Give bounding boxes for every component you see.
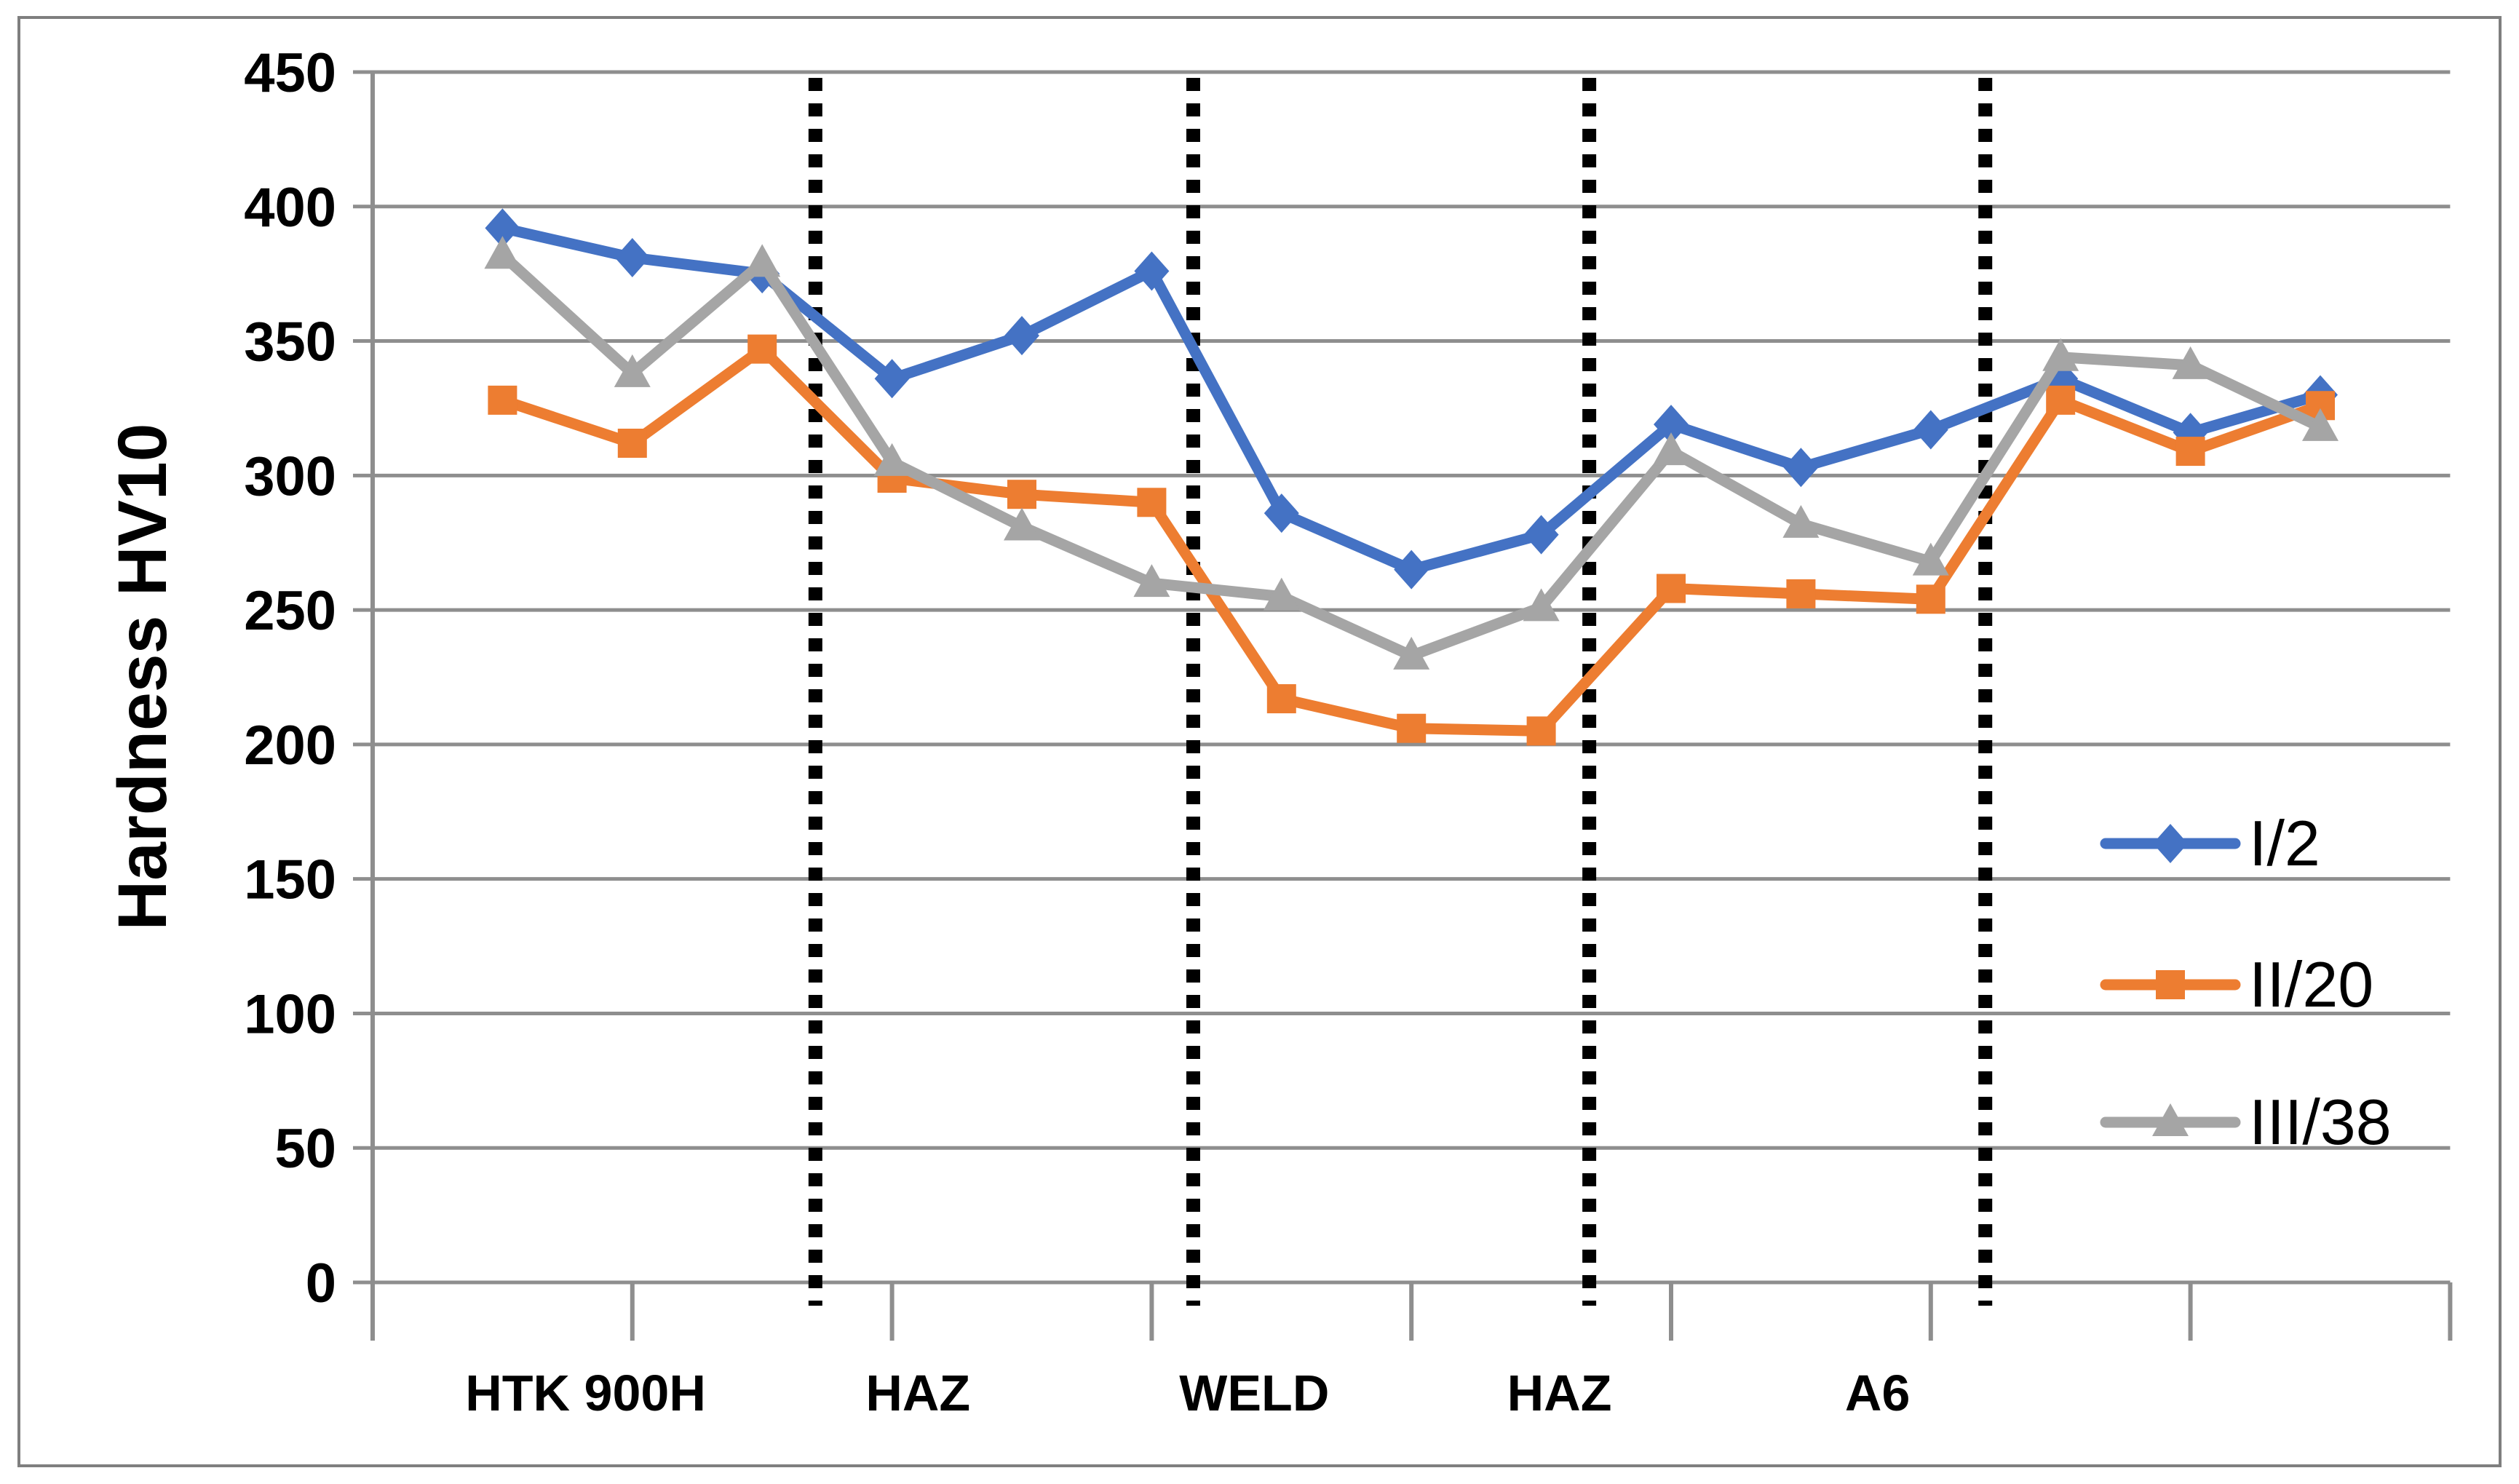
marker-triangle bbox=[1133, 564, 1170, 598]
y-axis-title: Hardness HV10 bbox=[104, 423, 181, 930]
gridlines bbox=[353, 70, 2451, 1285]
marker-triangle bbox=[1653, 432, 1689, 466]
marker-triangle bbox=[2042, 338, 2079, 371]
marker-diamond bbox=[2153, 824, 2188, 863]
marker-triangle bbox=[1782, 504, 1820, 538]
legend-label: I/2 bbox=[2249, 807, 2320, 879]
marker-square bbox=[1266, 684, 1296, 714]
marker-square bbox=[1137, 488, 1167, 517]
figure-border bbox=[17, 16, 2502, 1467]
data-series bbox=[484, 208, 2338, 746]
marker-triangle bbox=[614, 354, 651, 387]
marker-square bbox=[1397, 713, 1427, 743]
marker-square bbox=[1916, 584, 1945, 614]
marker-triangle bbox=[2172, 346, 2209, 379]
y-tick-labels: 0 50 100 150 200 250 300 350 400 450 bbox=[244, 42, 336, 1314]
marker-triangle bbox=[1004, 507, 1040, 541]
y-tick-label: 250 bbox=[244, 580, 336, 642]
marker-diamond bbox=[614, 237, 650, 277]
legend-entry-III/38: III/38 bbox=[2100, 1086, 2392, 1158]
marker-square bbox=[1786, 579, 1816, 608]
legend-entry-II/20: II/20 bbox=[2100, 948, 2373, 1020]
legend-label: III/38 bbox=[2249, 1086, 2392, 1158]
y-tick-label: 50 bbox=[274, 1118, 336, 1180]
marker-triangle bbox=[1523, 588, 1560, 622]
figure-frame bbox=[17, 16, 2502, 1467]
marker-square bbox=[2175, 437, 2205, 467]
y-tick-label: 300 bbox=[244, 445, 336, 507]
marker-diamond bbox=[1654, 405, 1689, 445]
marker-triangle bbox=[1263, 577, 1300, 611]
marker-diamond bbox=[1134, 251, 1170, 291]
axes bbox=[370, 72, 2453, 1341]
marker-triangle bbox=[1393, 636, 1430, 670]
marker-square bbox=[1007, 480, 1036, 509]
y-tick-label: 0 bbox=[306, 1253, 336, 1314]
y-tick-label: 200 bbox=[244, 715, 336, 777]
y-tick-label: 100 bbox=[244, 983, 336, 1045]
marker-square bbox=[2046, 385, 2076, 415]
marker-diamond bbox=[485, 208, 520, 248]
y-tick-label: 350 bbox=[244, 312, 336, 373]
marker-triangle bbox=[2302, 408, 2338, 441]
marker-triangle bbox=[744, 244, 781, 277]
marker-diamond bbox=[1913, 410, 1948, 450]
marker-triangle bbox=[873, 443, 911, 476]
y-tick-label: 400 bbox=[244, 177, 336, 239]
x-zone-label: WELD bbox=[1179, 1365, 1329, 1421]
series-III/38 bbox=[484, 236, 2338, 670]
x-zone-labels: HTK 900H HAZ WELD HAZ A6 bbox=[465, 1365, 1910, 1421]
zone-separator-lines bbox=[808, 78, 1993, 1306]
marker-square bbox=[1657, 574, 1686, 603]
x-zone-label: A6 bbox=[1845, 1365, 1910, 1421]
x-zone-label: HTK 900H bbox=[465, 1365, 706, 1421]
x-zone-label: HAZ bbox=[865, 1365, 970, 1421]
x-zone-label: HAZ bbox=[1507, 1365, 1612, 1421]
marker-diamond bbox=[1394, 549, 1429, 590]
legend: I/2 II/20 III/38 bbox=[2100, 807, 2392, 1158]
marker-diamond bbox=[874, 359, 910, 399]
marker-triangle bbox=[2152, 1103, 2189, 1136]
marker-square bbox=[2156, 970, 2185, 999]
marker-diamond bbox=[1004, 316, 1039, 356]
marker-square bbox=[747, 334, 777, 364]
marker-diamond bbox=[1523, 515, 1559, 555]
marker-triangle bbox=[1912, 542, 1949, 576]
marker-square bbox=[617, 428, 647, 458]
y-tick-label: 450 bbox=[244, 42, 336, 104]
series-II/20 bbox=[488, 334, 2335, 746]
y-tick-label: 150 bbox=[244, 849, 336, 911]
marker-diamond bbox=[1783, 448, 1819, 488]
marker-diamond bbox=[1264, 493, 1299, 533]
legend-label: II/20 bbox=[2249, 948, 2373, 1020]
marker-square bbox=[488, 385, 517, 415]
legend-entry-I/2: I/2 bbox=[2100, 807, 2320, 879]
marker-square bbox=[1526, 716, 1556, 746]
marker-triangle bbox=[484, 236, 521, 269]
